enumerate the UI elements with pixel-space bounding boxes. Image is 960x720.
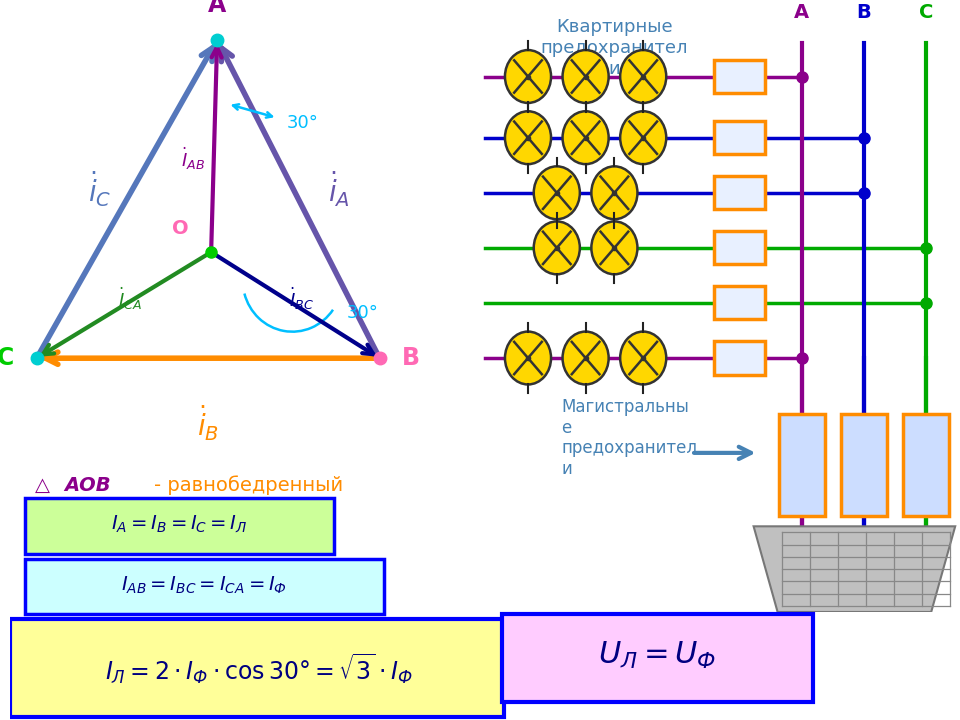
Text: $\dot{I}_{АВ}$: $\dot{I}_{АВ}$ <box>181 145 205 171</box>
FancyBboxPatch shape <box>25 559 384 614</box>
FancyBboxPatch shape <box>502 614 813 702</box>
Text: $\dot{I}_{СА}$: $\dot{I}_{СА}$ <box>118 286 142 312</box>
Text: С: С <box>0 346 14 370</box>
Text: Квартирные
предохранител
и: Квартирные предохранител и <box>540 18 688 78</box>
Text: О: О <box>172 219 188 238</box>
Text: $I_Л = 2 \cdot I_Ф \cdot \cos 30° = \sqrt{3} \cdot I_Ф$: $I_Л = 2 \cdot I_Ф \cdot \cos 30° = \sqr… <box>106 652 413 685</box>
Ellipse shape <box>563 112 609 164</box>
Text: Магистральны
е
предохранител
и: Магистральны е предохранител и <box>562 397 698 478</box>
Ellipse shape <box>534 166 580 219</box>
FancyBboxPatch shape <box>713 287 765 320</box>
FancyBboxPatch shape <box>779 414 825 516</box>
Text: С: С <box>920 4 933 22</box>
Ellipse shape <box>534 222 580 274</box>
Ellipse shape <box>620 112 666 164</box>
Text: $\dot{I}_{ВС}$: $\dot{I}_{ВС}$ <box>289 286 314 312</box>
Ellipse shape <box>563 332 609 384</box>
Text: $\dot{i}_A$: $\dot{i}_A$ <box>328 170 350 210</box>
Text: А: А <box>208 0 227 17</box>
FancyBboxPatch shape <box>713 341 765 374</box>
Text: 30°: 30° <box>286 114 318 132</box>
Text: $I_{AB} = I_{BC} = I_{CA} = I_Ф$: $I_{AB} = I_{BC} = I_{CA} = I_Ф$ <box>121 575 287 596</box>
Polygon shape <box>754 526 955 612</box>
Ellipse shape <box>591 222 637 274</box>
FancyBboxPatch shape <box>841 414 887 516</box>
Text: В: В <box>402 346 420 370</box>
Ellipse shape <box>591 166 637 219</box>
FancyBboxPatch shape <box>903 414 949 516</box>
Ellipse shape <box>563 50 609 103</box>
Ellipse shape <box>505 50 551 103</box>
Text: АОВ: АОВ <box>64 476 111 495</box>
Text: $\dot{i}_C$: $\dot{i}_C$ <box>88 170 111 210</box>
Text: 30°: 30° <box>347 304 378 322</box>
Ellipse shape <box>505 332 551 384</box>
Text: $\dot{i}_B$: $\dot{i}_B$ <box>197 404 219 444</box>
Text: А: А <box>794 4 809 22</box>
FancyBboxPatch shape <box>713 176 765 210</box>
Text: В: В <box>856 4 872 22</box>
Ellipse shape <box>620 50 666 103</box>
FancyBboxPatch shape <box>25 498 334 554</box>
Text: - равнобедренный: - равнобедренный <box>155 476 344 495</box>
FancyBboxPatch shape <box>713 121 765 154</box>
FancyBboxPatch shape <box>713 60 765 93</box>
FancyBboxPatch shape <box>713 231 765 264</box>
Text: △: △ <box>35 476 57 495</box>
Text: $U_{Л} = U_{Ф}$: $U_{Л} = U_{Ф}$ <box>598 639 717 670</box>
Text: $I_A = I_B = I_C = I_Л$: $I_A = I_B = I_C = I_Л$ <box>111 514 248 535</box>
FancyBboxPatch shape <box>10 619 504 717</box>
Ellipse shape <box>505 112 551 164</box>
Ellipse shape <box>620 332 666 384</box>
